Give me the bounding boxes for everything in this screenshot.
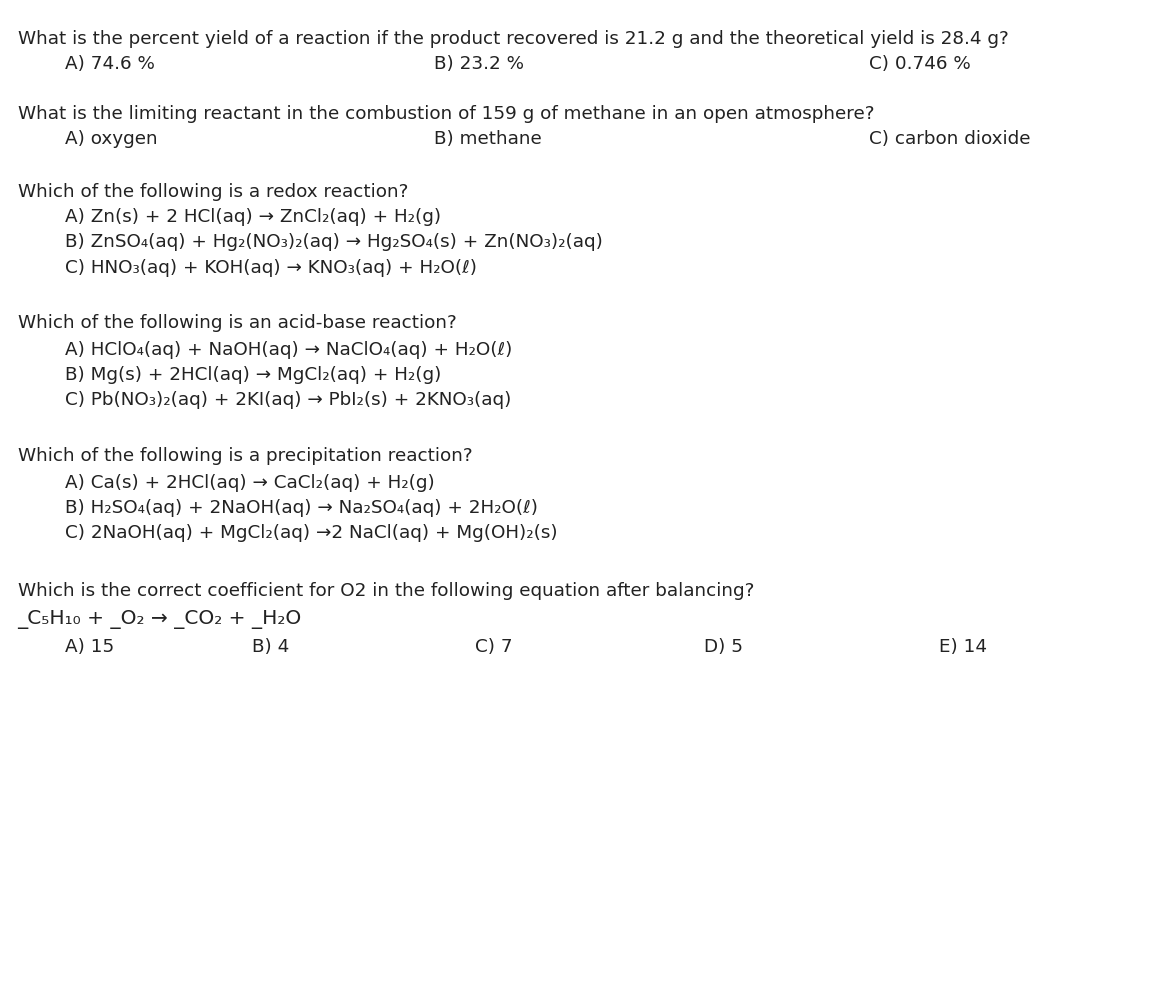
Text: A) Ca(s) + 2HCl(aq) → CaCl₂(aq) + H₂(g): A) Ca(s) + 2HCl(aq) → CaCl₂(aq) + H₂(g): [65, 474, 434, 492]
Text: C) HNO₃(aq) + KOH(aq) → KNO₃(aq) + H₂O(ℓ): C) HNO₃(aq) + KOH(aq) → KNO₃(aq) + H₂O(ℓ…: [65, 259, 477, 277]
Text: B) H₂SO₄(aq) + 2NaOH(aq) → Na₂SO₄(aq) + 2H₂O(ℓ): B) H₂SO₄(aq) + 2NaOH(aq) → Na₂SO₄(aq) + …: [65, 499, 538, 517]
Text: B) ZnSO₄(aq) + Hg₂(NO₃)₂(aq) → Hg₂SO₄(s) + Zn(NO₃)₂(aq): B) ZnSO₄(aq) + Hg₂(NO₃)₂(aq) → Hg₂SO₄(s)…: [65, 233, 602, 252]
Text: A) 15: A) 15: [65, 638, 114, 656]
Text: B) methane: B) methane: [434, 130, 542, 148]
Text: C) 7: C) 7: [475, 638, 513, 656]
Text: What is the percent yield of a reaction if the product recovered is 21.2 g and t: What is the percent yield of a reaction …: [18, 30, 1008, 48]
Text: B) 23.2 %: B) 23.2 %: [434, 55, 525, 73]
Text: C) Pb(NO₃)₂(aq) + 2KI(aq) → PbI₂(s) + 2KNO₃(aq): C) Pb(NO₃)₂(aq) + 2KI(aq) → PbI₂(s) + 2K…: [65, 391, 511, 409]
Text: C) carbon dioxide: C) carbon dioxide: [869, 130, 1031, 148]
Text: Which is the correct coefficient for O2 in the following equation after balancin: Which is the correct coefficient for O2 …: [18, 582, 754, 601]
Text: B) 4: B) 4: [252, 638, 290, 656]
Text: Which of the following is a precipitation reaction?: Which of the following is a precipitatio…: [18, 447, 472, 465]
Text: A) oxygen: A) oxygen: [65, 130, 157, 148]
Text: What is the limiting reactant in the combustion of 159 g of methane in an open a: What is the limiting reactant in the com…: [18, 105, 875, 123]
Text: A) Zn(s) + 2 HCl(aq) → ZnCl₂(aq) + H₂(g): A) Zn(s) + 2 HCl(aq) → ZnCl₂(aq) + H₂(g): [65, 208, 440, 226]
Text: E) 14: E) 14: [939, 638, 987, 656]
Text: A) HClO₄(aq) + NaOH(aq) → NaClO₄(aq) + H₂O(ℓ): A) HClO₄(aq) + NaOH(aq) → NaClO₄(aq) + H…: [65, 341, 512, 359]
Text: C) 2NaOH(aq) + MgCl₂(aq) →2 NaCl(aq) + Mg(OH)₂(s): C) 2NaOH(aq) + MgCl₂(aq) →2 NaCl(aq) + M…: [65, 524, 558, 542]
Text: _C₅H₁₀ + _O₂ → _CO₂ + _H₂O: _C₅H₁₀ + _O₂ → _CO₂ + _H₂O: [18, 610, 302, 629]
Text: Which of the following is an acid-base reaction?: Which of the following is an acid-base r…: [18, 314, 457, 332]
Text: D) 5: D) 5: [704, 638, 743, 656]
Text: Which of the following is a redox reaction?: Which of the following is a redox reacti…: [18, 183, 409, 201]
Text: A) 74.6 %: A) 74.6 %: [65, 55, 155, 73]
Text: C) 0.746 %: C) 0.746 %: [869, 55, 971, 73]
Text: B) Mg(s) + 2HCl(aq) → MgCl₂(aq) + H₂(g): B) Mg(s) + 2HCl(aq) → MgCl₂(aq) + H₂(g): [65, 366, 441, 384]
